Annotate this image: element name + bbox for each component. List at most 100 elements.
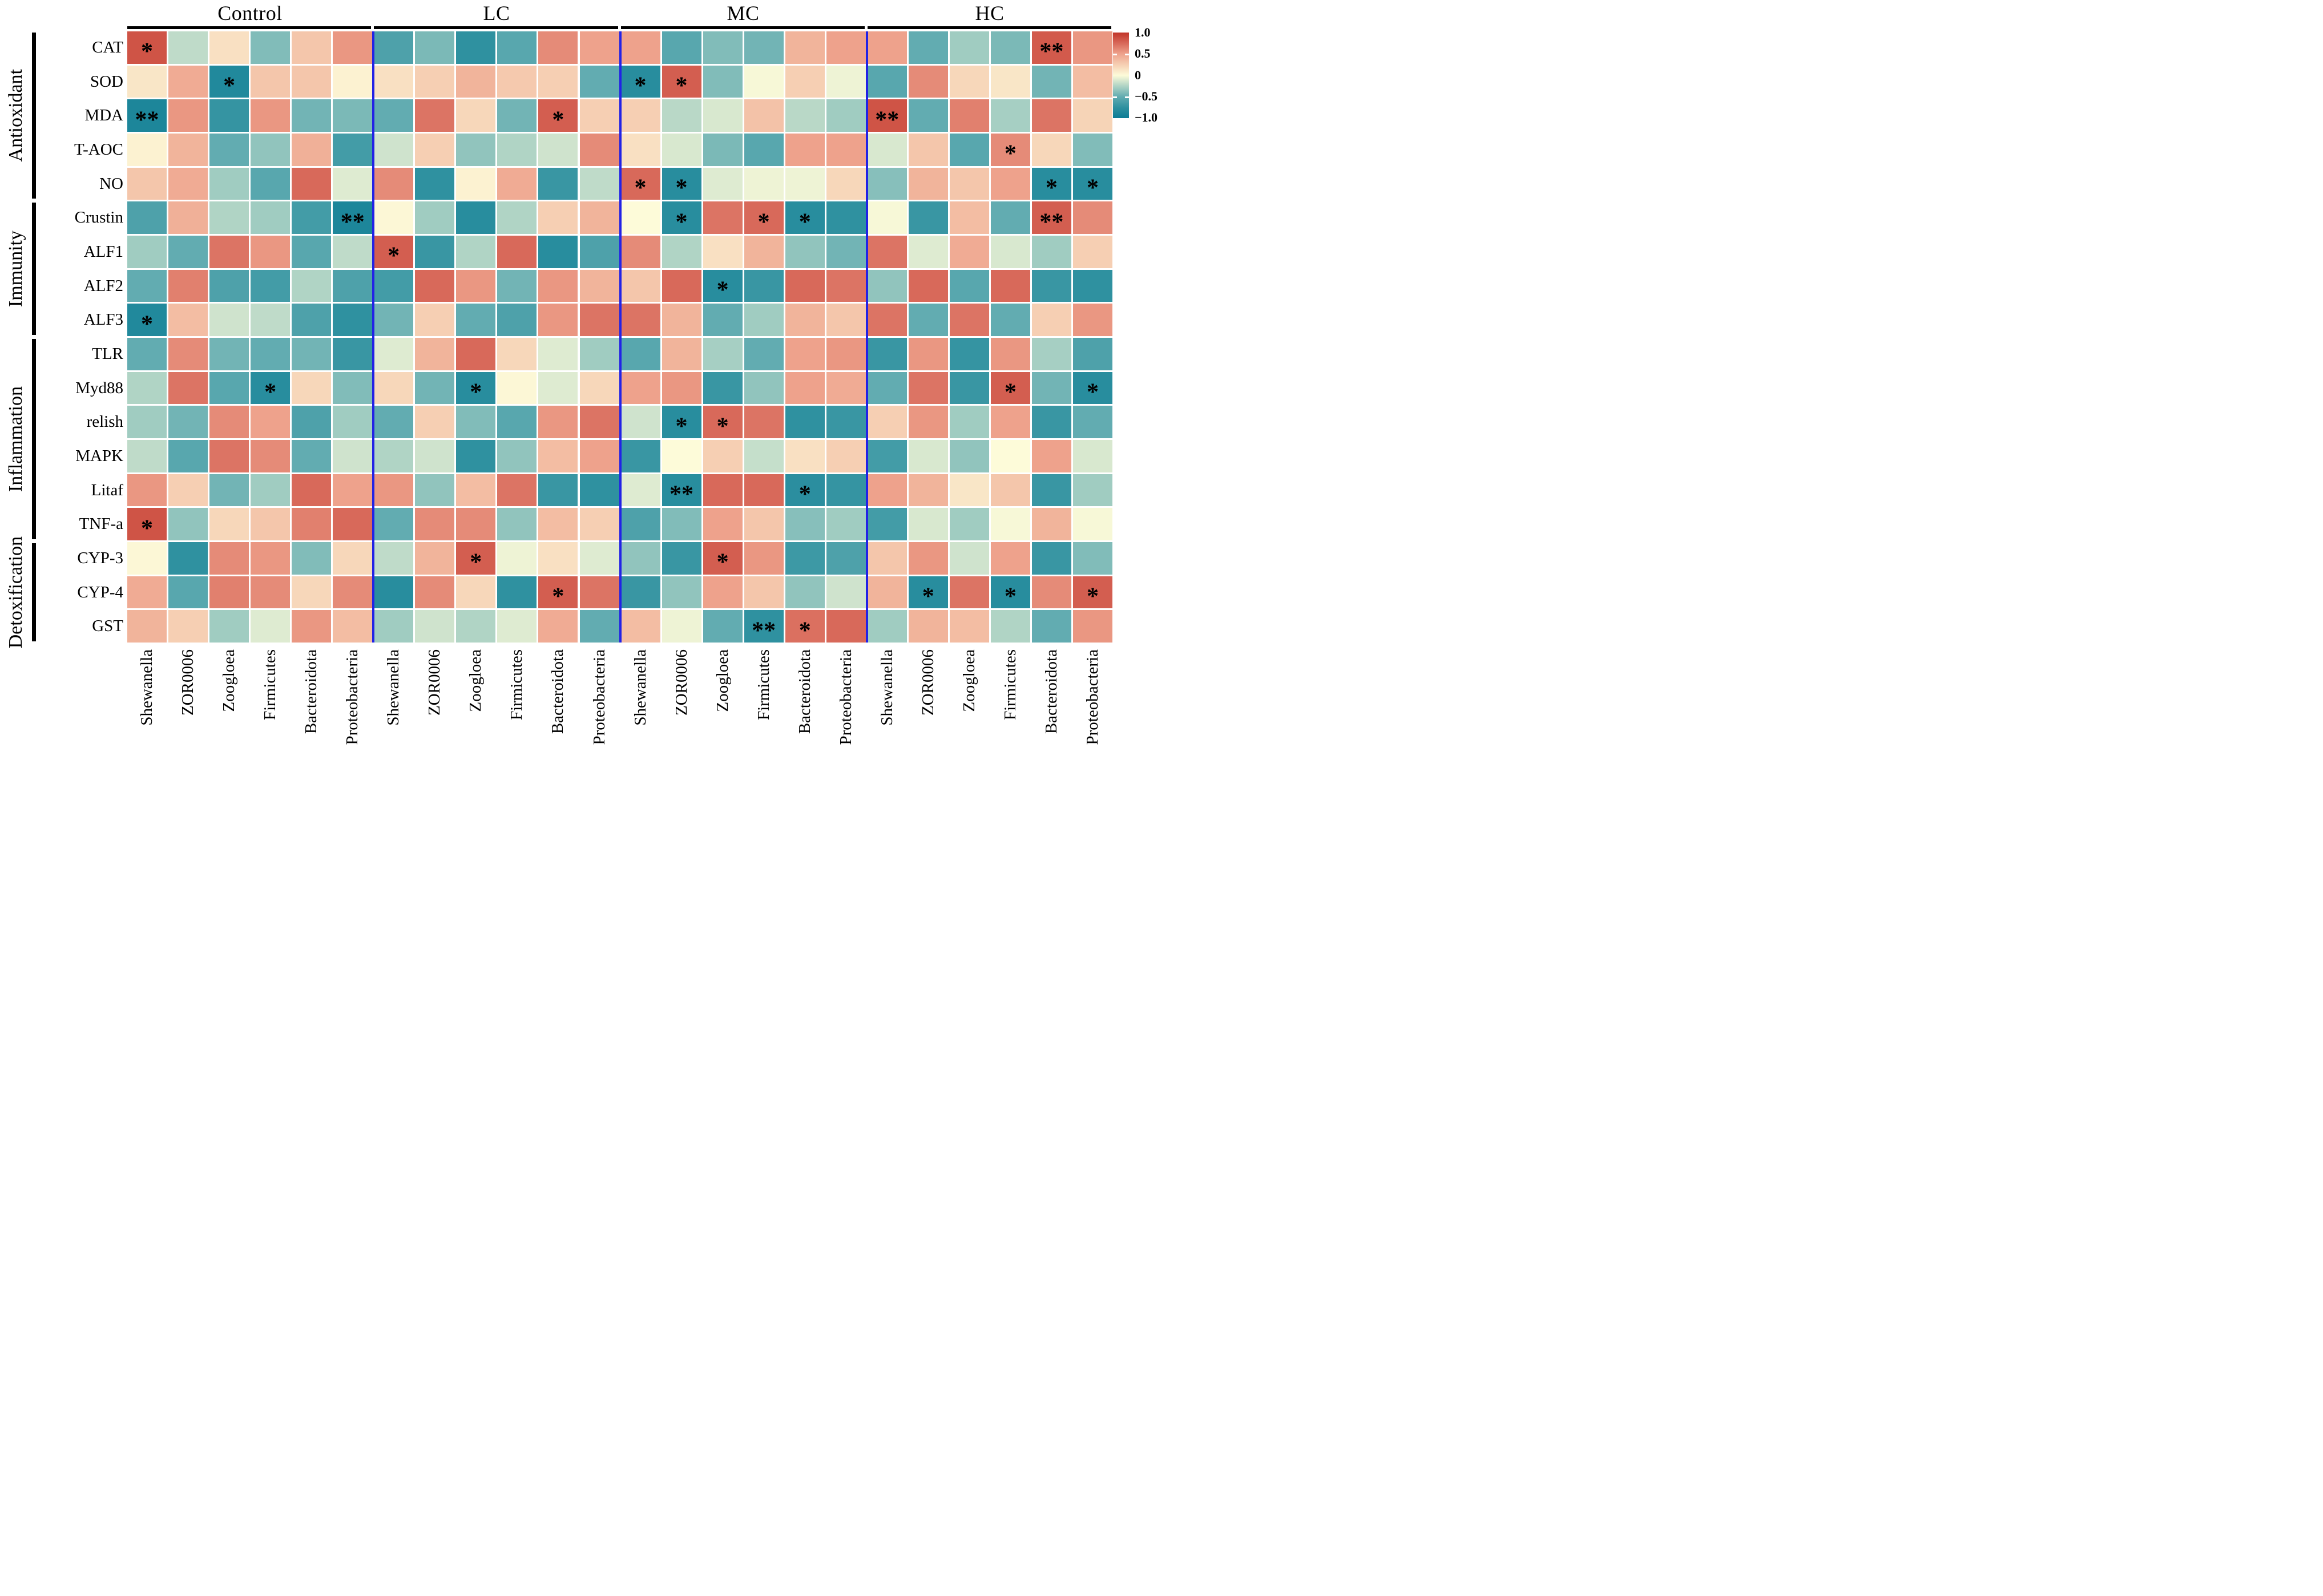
heatmap-cell: * <box>785 610 825 643</box>
heatmap-cell <box>1073 440 1112 472</box>
significance-mark: * <box>675 209 688 236</box>
heatmap-cell <box>456 236 496 268</box>
heatmap-cell <box>662 99 701 132</box>
heatmap-cell <box>374 201 414 234</box>
heatmap-cell <box>374 474 414 507</box>
heatmap-cell <box>662 236 701 268</box>
heatmap-cell <box>497 406 537 438</box>
heatmap-cell: ** <box>1031 31 1071 64</box>
heatmap-cell <box>127 542 167 575</box>
heatmap-cell <box>374 167 414 200</box>
heatmap-cell <box>620 269 660 302</box>
heatmap-cell <box>1031 338 1071 370</box>
heatmap-cell <box>1031 99 1071 132</box>
significance-mark: ** <box>1039 209 1064 236</box>
heatmap-cell <box>867 474 907 507</box>
heatmap-cell: * <box>785 201 825 234</box>
heatmap-cell <box>333 304 373 336</box>
heatmap-cell <box>456 610 496 643</box>
column-label-zor0006: ZOR0006 <box>671 649 692 798</box>
column-label-text: Firmicutes <box>754 649 773 721</box>
heatmap-cell <box>1073 99 1112 132</box>
heatmap-cell <box>867 371 907 405</box>
heatmap-cell <box>662 304 701 336</box>
heatmap-cell <box>168 610 208 643</box>
heatmap-cell <box>251 201 291 234</box>
heatmap-cell <box>949 65 989 98</box>
heatmap-cell <box>949 304 989 336</box>
category-label-text: Immunity <box>5 231 26 308</box>
heatmap-cell <box>497 440 537 472</box>
group-header-mc: MC <box>727 2 760 25</box>
heatmap-cell <box>127 236 167 268</box>
heatmap-cell <box>949 576 989 609</box>
heatmap-cell <box>251 65 291 98</box>
column-label-zor0006: ZOR0006 <box>425 649 445 798</box>
heatmap-cell: * <box>662 201 701 234</box>
heatmap-cell <box>456 304 496 336</box>
heatmap-cell <box>1031 134 1071 166</box>
heatmap-cell <box>826 474 866 507</box>
heatmap-cell <box>703 236 743 268</box>
heatmap-cell <box>867 31 907 64</box>
heatmap-cell <box>127 406 167 438</box>
heatmap-cell <box>292 576 332 609</box>
heatmap-cell <box>867 610 907 643</box>
heatmap-cell <box>251 338 291 370</box>
heatmap-cell <box>620 576 660 609</box>
heatmap-cell <box>620 440 660 472</box>
heatmap-cell <box>374 542 414 575</box>
heatmap-cell <box>209 542 249 575</box>
significance-mark: * <box>675 72 688 99</box>
heatmap-cell <box>990 31 1030 64</box>
row-label-alf1: ALF1 <box>83 242 123 261</box>
heatmap-cell <box>209 576 249 609</box>
significance-mark: * <box>716 549 729 576</box>
significance-mark: * <box>757 209 770 236</box>
heatmap-cell <box>456 440 496 472</box>
heatmap-cell <box>209 440 249 472</box>
heatmap-cell <box>251 576 291 609</box>
heatmap-cell <box>990 236 1030 268</box>
heatmap-cell: * <box>990 371 1030 405</box>
heatmap-cell <box>415 134 455 166</box>
heatmap-cell <box>949 610 989 643</box>
heatmap-cell <box>333 236 373 268</box>
colorbar <box>1113 33 1129 118</box>
row-label-no: NO <box>99 174 123 193</box>
heatmap-cell <box>990 65 1030 98</box>
column-label-shewanella: Shewanella <box>630 649 651 798</box>
heatmap-cell <box>744 440 784 472</box>
heatmap-cell <box>292 542 332 575</box>
heatmap-cell <box>908 134 948 166</box>
heatmap-cell <box>662 269 701 302</box>
heatmap-cell <box>867 201 907 234</box>
heatmap-cell <box>497 134 537 166</box>
heatmap-cell <box>209 371 249 405</box>
heatmap-cell: * <box>251 371 291 405</box>
heatmap-cell <box>497 269 537 302</box>
heatmap-cell <box>826 134 866 166</box>
column-label-text: ZOR0006 <box>672 649 691 716</box>
heatmap-cell <box>251 99 291 132</box>
heatmap-cell <box>579 508 619 540</box>
heatmap-cell <box>867 65 907 98</box>
heatmap-cell <box>579 304 619 336</box>
row-label-litaf: Litaf <box>91 480 123 499</box>
heatmap-cell <box>127 576 167 609</box>
row-label-cat: CAT <box>92 38 123 56</box>
heatmap-cell <box>949 269 989 302</box>
heatmap-cell <box>292 440 332 472</box>
heatmap-cell <box>785 338 825 370</box>
heatmap-cell <box>292 338 332 370</box>
colorbar-tick-label: −1.0 <box>1135 110 1158 124</box>
heatmap-cell <box>292 610 332 643</box>
significance-mark: * <box>141 38 153 65</box>
heatmap-cell <box>168 576 208 609</box>
heatmap-cell <box>785 440 825 472</box>
heatmap-cell <box>703 610 743 643</box>
heatmap-cell <box>785 65 825 98</box>
heatmap-cell <box>292 304 332 336</box>
heatmap-cell <box>415 99 455 132</box>
heatmap-cell <box>990 440 1030 472</box>
